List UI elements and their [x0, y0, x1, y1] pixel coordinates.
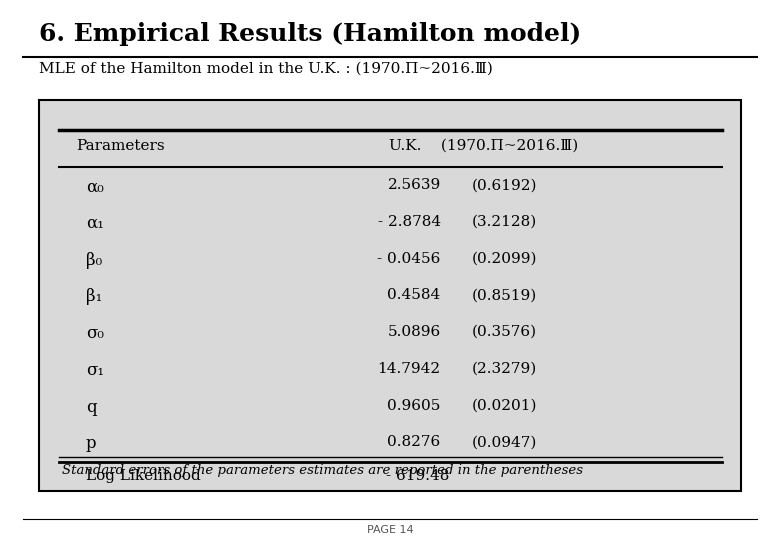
Text: (0.0947): (0.0947)	[472, 435, 537, 449]
Text: p: p	[86, 435, 97, 452]
Text: Parameters: Parameters	[76, 139, 165, 153]
Text: q: q	[86, 399, 97, 415]
Text: β₁: β₁	[86, 288, 102, 305]
Text: 0.4584: 0.4584	[388, 288, 441, 302]
Text: σ₀: σ₀	[86, 325, 104, 342]
Text: β₀: β₀	[86, 252, 102, 268]
Text: (3.2128): (3.2128)	[472, 215, 537, 229]
Text: (0.8519): (0.8519)	[472, 288, 537, 302]
Text: 0.8276: 0.8276	[388, 435, 441, 449]
Text: 0.9605: 0.9605	[388, 399, 441, 413]
Text: α₁: α₁	[86, 215, 104, 232]
Text: 2.5639: 2.5639	[388, 178, 441, 192]
Text: U.K.    (1970.Π~2016.Ⅲ): U.K. (1970.Π~2016.Ⅲ)	[389, 139, 578, 153]
Text: 5.0896: 5.0896	[388, 325, 441, 339]
Text: σ₁: σ₁	[86, 362, 104, 379]
Text: Standard errors of the parameters estimates are reported in the parentheses: Standard errors of the parameters estima…	[62, 464, 583, 477]
Text: (0.0201): (0.0201)	[472, 399, 537, 413]
Text: (0.2099): (0.2099)	[472, 252, 537, 266]
Text: (0.3576): (0.3576)	[472, 325, 537, 339]
Text: (0.6192): (0.6192)	[472, 178, 537, 192]
Text: MLE of the Hamilton model in the U.K. : (1970.Π~2016.Ⅲ): MLE of the Hamilton model in the U.K. : …	[39, 62, 493, 76]
FancyBboxPatch shape	[39, 100, 741, 491]
Text: - 0.0456: - 0.0456	[378, 252, 441, 266]
Text: Log Likelihood: Log Likelihood	[86, 469, 200, 483]
Text: 6. Empirical Results (Hamilton model): 6. Empirical Results (Hamilton model)	[39, 22, 581, 45]
Text: 14.7942: 14.7942	[378, 362, 441, 376]
Text: α₀: α₀	[86, 178, 104, 195]
Text: - 2.8784: - 2.8784	[378, 215, 441, 229]
Text: - 619.48: - 619.48	[385, 469, 449, 483]
Text: (2.3279): (2.3279)	[472, 362, 537, 376]
Text: PAGE 14: PAGE 14	[367, 525, 413, 535]
